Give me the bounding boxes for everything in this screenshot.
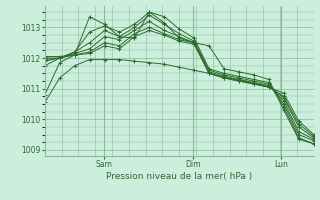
- X-axis label: Pression niveau de la mer( hPa ): Pression niveau de la mer( hPa ): [106, 172, 252, 181]
